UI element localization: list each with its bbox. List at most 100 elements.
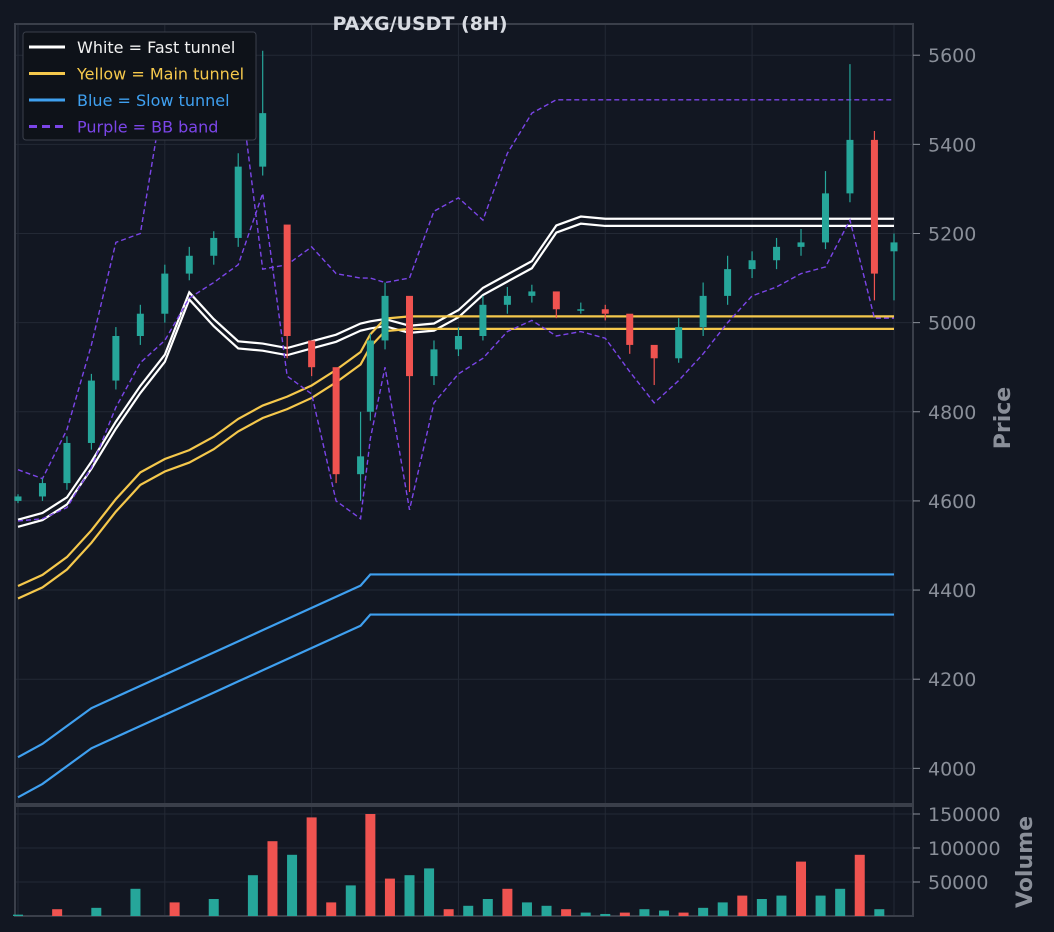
volume-bar-8 (287, 854, 298, 916)
volume-bar-25 (619, 912, 630, 916)
candle-body-36 (870, 139, 878, 274)
candle-32 (773, 237, 781, 270)
volume-bar-7 (267, 841, 278, 916)
candle-33 (797, 229, 805, 256)
candle-30 (724, 255, 732, 305)
volume-bar-32 (756, 899, 767, 916)
candle-body-6 (161, 273, 169, 314)
volume-bar-30 (717, 902, 728, 916)
candle-body-35 (846, 139, 854, 194)
candle-34 (821, 171, 829, 250)
candle-21 (503, 286, 511, 314)
price-tick-label-2: 4400 (928, 580, 976, 602)
candle-body-30 (724, 269, 732, 296)
candle-4 (112, 327, 120, 390)
candle-body-26 (626, 313, 634, 345)
volume-bar-5 (208, 899, 219, 916)
candle-0 (14, 494, 22, 504)
candle-15 (366, 333, 374, 421)
candle-body-28 (675, 327, 683, 359)
candlesticks (14, 50, 898, 504)
legend-label-0: White = Fast tunnel (77, 38, 235, 57)
price-tick-label-0: 4000 (928, 758, 976, 780)
candle-body-3 (87, 380, 95, 443)
volume-bar-24 (600, 913, 611, 916)
candle-11 (283, 224, 291, 359)
candle-3 (87, 373, 95, 450)
candle-body-23 (552, 291, 560, 310)
volume-bar-33 (776, 895, 787, 916)
candle-body-16 (381, 295, 389, 341)
candle-body-7 (185, 255, 193, 274)
candle-24 (577, 302, 585, 314)
volume-bar-28 (678, 912, 689, 916)
volume-bar-10 (326, 902, 337, 916)
legend-label-2: Blue = Slow tunnel (77, 91, 230, 110)
candle-body-11 (283, 224, 291, 336)
price-tick-label-5: 5000 (928, 313, 976, 335)
candle-body-32 (773, 246, 781, 261)
volume-bar-2 (91, 907, 102, 916)
candle-31 (748, 251, 756, 279)
series-line-0-0 (17, 215, 894, 521)
price-tick-label-8: 5600 (928, 45, 976, 67)
candle-6 (161, 264, 169, 323)
candle-2 (63, 436, 71, 490)
candle-body-10 (259, 113, 267, 167)
candle-14 (357, 411, 365, 501)
volume-bar-26 (639, 909, 650, 916)
candle-29 (699, 282, 707, 336)
volume-bar-0 (13, 914, 23, 916)
candle-13 (332, 367, 340, 484)
volume-bar-17 (463, 905, 474, 916)
candle-body-2 (63, 442, 71, 484)
candle-body-18 (430, 349, 438, 377)
candle-body-17 (406, 295, 414, 377)
volume-bar-9 (306, 817, 317, 916)
candle-body-29 (699, 295, 707, 328)
volume-bar-16 (443, 909, 454, 916)
candle-36 (870, 130, 878, 301)
series-line-1-0 (17, 315, 894, 588)
candle-28 (675, 318, 683, 363)
volume-bar-15 (424, 868, 435, 916)
candle-body-27 (650, 344, 658, 359)
candle-body-22 (528, 291, 536, 296)
volume-bar-38 (874, 909, 885, 916)
candle-17 (406, 295, 414, 492)
candle-body-31 (748, 260, 756, 270)
legend-label-1: Yellow = Main tunnel (76, 65, 244, 84)
y-axis-ticks: 4000 4200 4400 4600 4800 5000 5200 5400 5600 5000… (913, 45, 1001, 894)
candle-body-15 (366, 340, 374, 412)
price-tick-label-6: 5200 (928, 223, 976, 245)
candle-26 (626, 313, 634, 354)
price-tick-label-7: 5400 (928, 134, 976, 156)
volume-bar-13 (384, 878, 395, 916)
candle-body-19 (454, 336, 462, 350)
volume-bar-1 (52, 909, 63, 916)
candle-22 (528, 284, 536, 303)
volume-bar-22 (561, 909, 572, 916)
candle-12 (308, 340, 316, 377)
volume-bars (13, 814, 885, 916)
candle-27 (650, 344, 658, 386)
candle-25 (601, 304, 609, 321)
price-axis-label: Price (991, 387, 1016, 449)
candle-body-37 (890, 242, 898, 252)
volume-bar-4 (169, 902, 180, 916)
series-line-1-1 (17, 327, 894, 600)
volume-bar-18 (482, 899, 493, 916)
candle-body-24 (577, 309, 585, 311)
volume-tick-label-1: 100000 (928, 838, 1001, 860)
volume-bar-12 (365, 814, 376, 916)
volume-bar-20 (521, 902, 532, 916)
volume-bar-37 (854, 854, 865, 916)
candle-body-33 (797, 242, 805, 247)
candle-body-1 (38, 483, 46, 497)
candle-body-12 (308, 340, 316, 368)
candle-body-20 (479, 304, 487, 336)
series-line-bb-lower (17, 193, 894, 522)
series-line-2-1 (17, 613, 894, 799)
volume-tick-label-0: 50000 (928, 872, 988, 894)
candle-19 (454, 327, 462, 357)
